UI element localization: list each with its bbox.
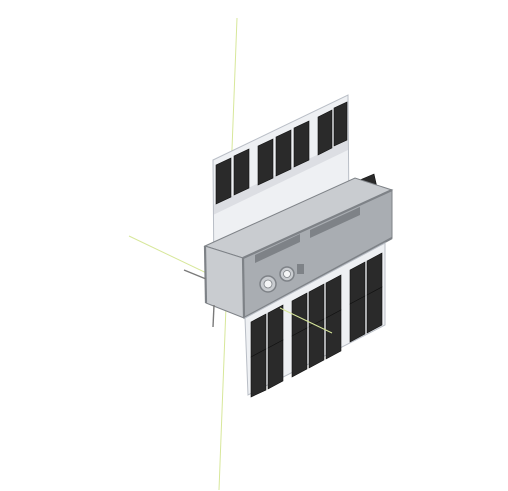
camera-lens [263,279,273,289]
solar-cell [215,157,232,205]
chassis [203,177,394,319]
antenna-rod [183,269,207,280]
antenna-rod [212,304,215,328]
antennas [183,269,215,328]
solar-cell [333,101,348,147]
solar-cell [291,327,308,378]
solar-cell [308,318,325,369]
solar-cell [233,148,250,196]
solar-cell [293,120,310,168]
diagonal-axis-line-front [279,307,333,334]
sensor-port [297,264,304,274]
chassis-slot [310,207,360,238]
solar-cell [317,109,333,156]
solar-cell [349,295,366,343]
solar-cell [250,348,267,398]
chassis-rail [243,237,393,319]
solar-cell [366,286,383,334]
solar-cell [275,129,292,177]
chassis-slot [255,234,300,263]
solar-array-bottom [244,242,386,398]
top-panel-inner-fold [213,140,348,215]
chassis-rail [203,245,208,304]
chassis-rail [242,188,393,260]
solar-cell [257,138,274,186]
solar-cell [325,309,342,360]
solar-cell [267,339,284,390]
camera-lens [283,270,291,278]
chassis-rail [241,257,246,319]
chassis-end-face [204,245,245,319]
